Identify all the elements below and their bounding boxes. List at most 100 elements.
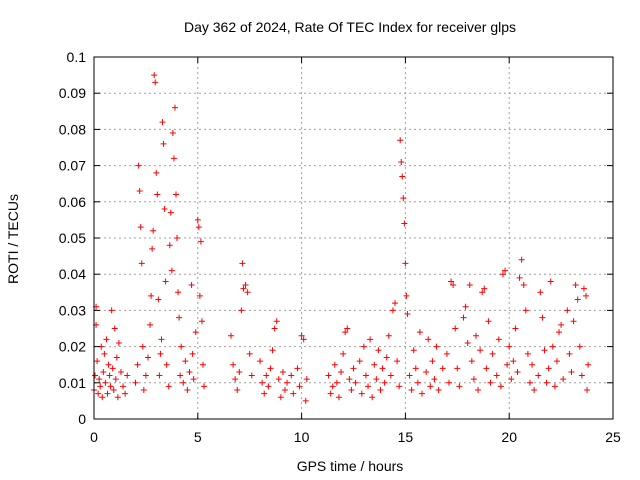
data-point bbox=[160, 140, 167, 147]
data-point bbox=[454, 365, 461, 372]
data-point bbox=[198, 318, 205, 325]
data-point bbox=[584, 387, 591, 394]
data-point bbox=[466, 282, 473, 289]
y-tick-label: 0.05 bbox=[59, 230, 86, 246]
data-point bbox=[477, 347, 484, 354]
data-point bbox=[493, 372, 500, 379]
data-point bbox=[508, 376, 515, 383]
data-point bbox=[157, 350, 164, 357]
data-point bbox=[427, 383, 434, 390]
data-points bbox=[91, 72, 592, 404]
data-point bbox=[169, 130, 176, 137]
data-point bbox=[576, 343, 583, 350]
data-point bbox=[302, 397, 309, 404]
data-point bbox=[154, 191, 161, 198]
data-point bbox=[485, 318, 492, 325]
data-point bbox=[439, 365, 446, 372]
data-point bbox=[462, 303, 469, 310]
data-point bbox=[365, 383, 372, 390]
x-axis-ticks: 0 5 10 15 20 25 bbox=[90, 57, 621, 445]
data-point bbox=[196, 292, 203, 299]
data-point bbox=[279, 368, 286, 375]
data-point bbox=[186, 368, 193, 375]
data-point bbox=[138, 260, 145, 267]
data-point bbox=[529, 361, 536, 368]
data-point bbox=[173, 191, 180, 198]
data-point bbox=[539, 314, 546, 321]
data-point bbox=[412, 365, 419, 372]
data-point bbox=[153, 169, 160, 176]
data-point bbox=[290, 390, 297, 397]
data-point bbox=[298, 332, 305, 339]
data-point bbox=[139, 343, 146, 350]
x-axis-label: GPS time / hours bbox=[297, 458, 404, 474]
data-point bbox=[445, 379, 452, 386]
data-point bbox=[381, 379, 388, 386]
data-point bbox=[402, 260, 409, 267]
data-point bbox=[238, 307, 245, 314]
data-point bbox=[115, 339, 122, 346]
data-point bbox=[560, 376, 567, 383]
data-point bbox=[350, 365, 357, 372]
data-point bbox=[481, 285, 488, 292]
data-point bbox=[404, 311, 411, 318]
data-point bbox=[156, 372, 163, 379]
data-point bbox=[167, 209, 174, 216]
data-point bbox=[296, 383, 303, 390]
data-point bbox=[158, 336, 165, 343]
data-point bbox=[419, 390, 426, 397]
data-point bbox=[479, 289, 486, 296]
data-point bbox=[360, 343, 367, 350]
data-point bbox=[151, 72, 158, 79]
data-point bbox=[472, 332, 479, 339]
y-axis-label: ROTI / TECUs bbox=[5, 194, 21, 284]
data-point bbox=[524, 350, 531, 357]
data-point bbox=[495, 336, 502, 343]
data-point bbox=[242, 282, 249, 289]
data-point bbox=[516, 274, 523, 281]
x-tick-label: 10 bbox=[294, 429, 310, 445]
data-point bbox=[346, 376, 353, 383]
data-point bbox=[240, 285, 247, 292]
data-point bbox=[564, 307, 571, 314]
data-point bbox=[166, 242, 173, 249]
data-point bbox=[230, 361, 237, 368]
data-point bbox=[504, 361, 511, 368]
data-point bbox=[108, 307, 115, 314]
data-point bbox=[329, 383, 336, 390]
grid-lines bbox=[94, 57, 613, 419]
data-point bbox=[470, 376, 477, 383]
data-point bbox=[531, 387, 538, 394]
y-tick-label: 0.06 bbox=[59, 194, 86, 210]
data-point bbox=[556, 329, 563, 336]
y-tick-label: 0.07 bbox=[59, 158, 86, 174]
y-tick-label: 0 bbox=[78, 411, 86, 427]
data-point bbox=[180, 379, 187, 386]
data-point bbox=[189, 350, 196, 357]
data-point bbox=[284, 379, 291, 386]
data-point bbox=[526, 379, 533, 386]
data-point bbox=[244, 289, 251, 296]
data-point bbox=[399, 173, 406, 180]
y-tick-label: 0.01 bbox=[59, 375, 86, 391]
data-point bbox=[135, 162, 142, 169]
data-point bbox=[551, 383, 558, 390]
data-point bbox=[572, 282, 579, 289]
data-point bbox=[136, 187, 143, 194]
data-point bbox=[239, 260, 246, 267]
data-point bbox=[137, 224, 144, 231]
data-point bbox=[414, 379, 421, 386]
data-point bbox=[460, 314, 467, 321]
data-point bbox=[340, 350, 347, 357]
data-point bbox=[487, 379, 494, 386]
data-point bbox=[197, 238, 204, 245]
data-point bbox=[568, 368, 575, 375]
data-point bbox=[397, 137, 404, 144]
data-point bbox=[165, 383, 172, 390]
data-point bbox=[232, 376, 239, 383]
data-point bbox=[450, 282, 457, 289]
data-point bbox=[537, 289, 544, 296]
data-point bbox=[188, 282, 195, 289]
data-point bbox=[155, 296, 162, 303]
